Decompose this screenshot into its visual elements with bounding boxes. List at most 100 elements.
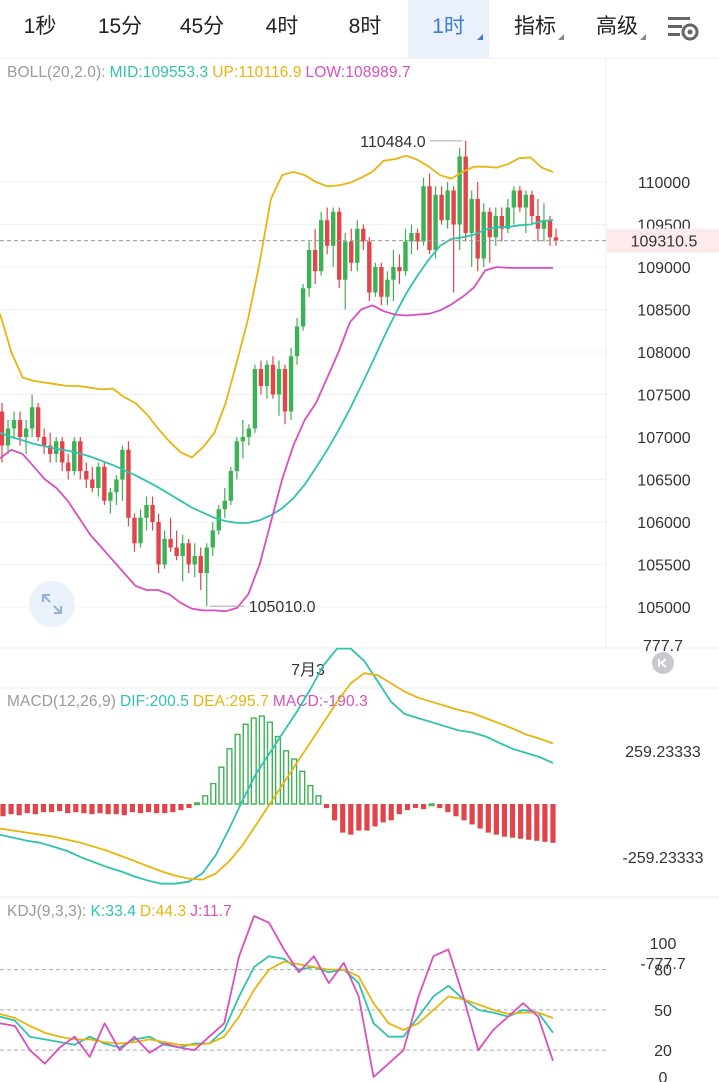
candle-body: [29, 407, 35, 429]
candle-body: [373, 267, 378, 293]
tab-4h[interactable]: 4时: [265, 15, 299, 38]
candle-body: [547, 220, 553, 238]
macd-hist-bar: [113, 804, 119, 815]
macd-hist-bar: [518, 804, 524, 839]
macd-hist-bar: [291, 758, 298, 805]
tab-45m[interactable]: 45分: [179, 15, 225, 38]
candle-body: [150, 505, 155, 522]
tab-15m[interactable]: 15分: [97, 15, 143, 38]
macd-hist-bar: [461, 804, 467, 821]
macd-dif: DIF:200.5: [119, 693, 189, 710]
macd-hist-bar: [154, 804, 160, 814]
macd-hist-bar: [493, 804, 499, 835]
kdj-tick-label: 0: [659, 1070, 668, 1082]
candle-body: [53, 441, 59, 454]
candle-body: [391, 267, 396, 280]
macd-hist-bar: [40, 804, 47, 813]
candle-body: [553, 237, 559, 241]
macd-hist-bar: [509, 804, 516, 838]
macd-tick-label: -777.7: [640, 956, 685, 973]
macd-hist-bar: [194, 802, 201, 806]
candle-body: [276, 369, 282, 395]
candle-body: [41, 437, 47, 446]
macd-hist-bar: [348, 804, 354, 835]
macd-hist-bar: [356, 804, 362, 831]
candle-body: [487, 211, 492, 238]
candle-body: [312, 250, 318, 272]
scroll-to-latest-button[interactable]: [652, 652, 674, 674]
tab-1h[interactable]: 1时: [408, 0, 489, 58]
candle-body: [300, 288, 306, 327]
candle-body: [409, 233, 414, 242]
macd-hist-bar: [145, 804, 152, 813]
macd-hist-bar: [274, 735, 282, 805]
candle-body: [421, 186, 426, 242]
kdj-k: K:33.4: [90, 903, 136, 920]
candle-body: [0, 411, 5, 446]
macd-hist-bar: [428, 803, 435, 807]
kdj-label: KDJ(9,3,3):: [7, 903, 87, 920]
tab-indicators[interactable]: 指标: [500, 0, 570, 58]
candle-body: [343, 241, 348, 280]
macd-hist-bar: [380, 804, 386, 823]
candle-body: [228, 471, 234, 501]
macd-dif-line: [0, 647, 554, 885]
macd-hist-bar: [186, 804, 192, 809]
macd-hist-bar: [170, 804, 176, 813]
macd-hist-bar: [526, 804, 532, 840]
macd-legend: MACD(12,26,9) DIF:200.5 DEA:295.7 MACD:-190…: [7, 693, 372, 711]
candle-body: [120, 449, 125, 480]
candle-body: [349, 241, 354, 263]
tab-8h[interactable]: 8时: [348, 15, 382, 38]
macd-hist-bar: [307, 784, 314, 805]
macd-hist-bar: [477, 804, 483, 829]
macd-hist-bar: [137, 804, 144, 814]
candle-body: [397, 267, 402, 272]
macd-hist-bar: [162, 804, 168, 814]
tab-1s[interactable]: 1秒: [23, 15, 57, 38]
candle-body: [35, 407, 41, 437]
macd-hist-bar: [16, 804, 22, 816]
macd-hist-bar: [97, 804, 103, 814]
macd-hist-bar: [242, 723, 249, 805]
macd-hist-bar: [226, 748, 233, 805]
candle-body: [174, 547, 179, 556]
boll-mid-line: [0, 219, 554, 524]
price-tick-label: 107500: [637, 388, 690, 405]
macd-label: MACD(12,26,9): [7, 693, 116, 710]
macd-hist-bar: [250, 717, 257, 805]
kdj-tick-label: 80: [654, 963, 672, 980]
macd-hist-bar: [437, 804, 443, 809]
candle-body: [445, 190, 450, 221]
settings-gear-icon[interactable]: [666, 13, 702, 43]
kdj-tick-label: 100: [650, 936, 677, 953]
macd-hist-bar: [469, 804, 475, 825]
macd-hist-bar: [404, 804, 411, 811]
candle-body: [240, 437, 246, 442]
boll-low: LOW:108989.7: [305, 64, 411, 81]
expand-arrows-icon: [42, 594, 62, 614]
dropdown-triangle-icon: [640, 34, 646, 40]
macd-hist-bar: [202, 795, 209, 805]
price-tick-label: 106500: [637, 473, 690, 490]
candle-body: [475, 199, 480, 259]
macd-tick-label: 777.7: [643, 638, 683, 655]
candle-body: [288, 356, 294, 412]
boll-legend: BOLL(20,2.0): MID:109553.3 UP:110116.9 LOW:…: [7, 64, 415, 82]
candle-body: [469, 199, 474, 233]
tab-advanced[interactable]: 高级: [582, 0, 652, 58]
candle-body: [318, 220, 324, 272]
candle-body: [252, 369, 258, 429]
fullscreen-button[interactable]: [29, 581, 75, 627]
macd-hist-bar: [315, 795, 322, 805]
candle-body: [463, 156, 468, 233]
price-tick-label: 108000: [637, 345, 690, 362]
kdj-k-line: [0, 955, 554, 1049]
candle-body: [541, 220, 547, 229]
candle-body: [294, 326, 300, 357]
candle-body: [192, 556, 197, 565]
kdj-legend: KDJ(9,3,3): K:33.4 D:44.3 J:11.7: [7, 903, 236, 921]
kdj-tick-label: 50: [654, 1003, 672, 1020]
macd-tick-label: 259.23333: [625, 744, 701, 761]
